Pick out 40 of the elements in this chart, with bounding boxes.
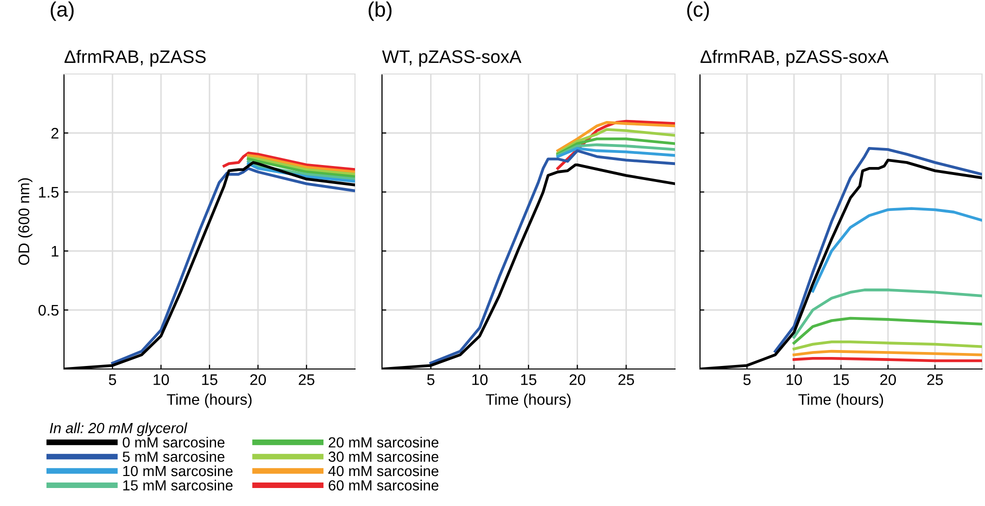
x-tick-label: 25 — [927, 374, 943, 386]
x-tick-label: 25 — [298, 374, 314, 386]
text: (a) — [50, 1, 74, 21]
legend-label: 15 mM sarcosine — [123, 480, 233, 491]
y-tick-label: 2 — [51, 128, 58, 139]
legend-label: 0 mM sarcosine — [122, 436, 224, 448]
x-tick-label: 15 — [521, 374, 536, 386]
legend-title: In all: 20 mM glycerol — [50, 422, 188, 436]
legend-label: 40 mM sarcosine — [328, 465, 438, 476]
y-tick-label: 1 — [52, 246, 58, 257]
line-series — [222, 152, 355, 171]
x-axis-title: Time (hours) — [166, 394, 252, 408]
x-axis-title: Time (hours) — [486, 394, 571, 408]
chart-title: ΔfrmRAB, pZASS — [64, 50, 206, 67]
x-tick-label: 20 — [880, 374, 896, 386]
legend-label: 5 mM sarcosine — [122, 451, 224, 462]
x-tick-label: 5 — [108, 374, 116, 386]
text: (c) — [687, 1, 709, 21]
text: (b) — [368, 1, 392, 21]
legend-label: 60 mM sarcosine — [328, 480, 438, 491]
legend-label: 10 mM sarcosine — [123, 465, 233, 476]
line-series — [111, 167, 355, 364]
x-tick-label: 20 — [250, 374, 266, 386]
x-tick-label: 5 — [427, 374, 434, 386]
x-tick-label: 25 — [618, 374, 634, 386]
x-tick-label: 20 — [570, 374, 586, 386]
y-axis-title: OD (600 nm) — [18, 178, 32, 265]
x-tick-label: 10 — [472, 374, 488, 386]
y-tick-label: 0.5 — [38, 304, 58, 316]
x-tick-label: 10 — [786, 374, 802, 386]
x-tick-label: 10 — [154, 374, 169, 386]
chart-title: ΔfrmRAB, pZASS-soxA — [700, 50, 889, 67]
x-axis-title: Time (hours) — [798, 394, 884, 408]
x-tick-label: 15 — [834, 374, 849, 386]
legend-label: 30 mM sarcosine — [328, 451, 438, 462]
legend-label: 20 mM sarcosine — [328, 436, 438, 448]
y-tick-label: 1.5 — [39, 187, 58, 198]
chart-title: WT, pZASS-soxA — [382, 50, 522, 67]
x-tick-label: 15 — [202, 374, 218, 386]
x-tick-label: 5 — [743, 374, 751, 386]
